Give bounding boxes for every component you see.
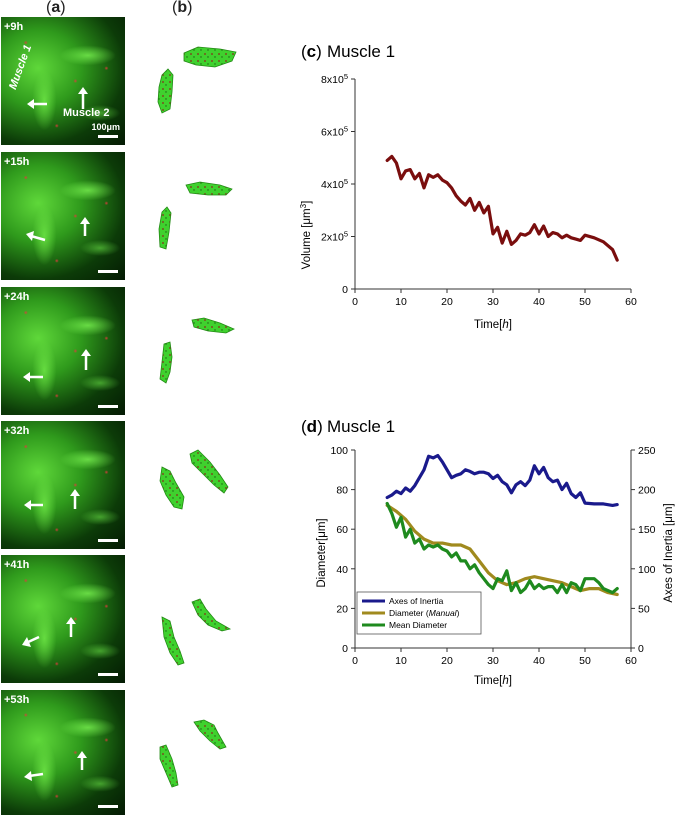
segmentation-24h <box>159 317 235 384</box>
x-tick-label: 20 <box>441 296 453 308</box>
chart-c-panel-letter: (c) <box>301 42 322 61</box>
chart-c-ylabel: Volume [μm3] <box>299 201 314 270</box>
legend-diameter-manual: Diameter (Manual) <box>389 608 460 618</box>
scale-bar <box>98 405 118 408</box>
y-tick-label: 6x105 <box>321 124 348 139</box>
micrograph-4: +32h <box>1 421 125 549</box>
scale-bar <box>98 539 118 542</box>
muscle-2-label: Muscle 2 <box>63 107 110 119</box>
x-tick-label: 40 <box>533 655 545 667</box>
x-tick-label: 0 <box>352 296 358 308</box>
time-label: +53h <box>4 694 30 706</box>
x-tick-label: 50 <box>579 296 591 308</box>
x-tick-label: 0 <box>352 655 358 667</box>
legend: Axes of Inertia Diameter (Manual) Mean D… <box>356 591 482 635</box>
micrograph-6: +53h <box>1 690 125 815</box>
y-tick-right-label: 0 <box>638 643 644 655</box>
time-label: +41h <box>4 559 30 571</box>
x-tick-label: 60 <box>625 655 637 667</box>
time-label: +32h <box>4 425 30 437</box>
arrows <box>23 349 91 382</box>
chart-d-ylabel-right: Axes of Inertia [μm] <box>663 503 675 602</box>
scale-bar <box>98 673 118 676</box>
x-tick-label: 30 <box>487 655 499 667</box>
micrograph-3: +24h <box>1 287 125 415</box>
segmentation-column <box>157 46 237 788</box>
y-tick-label: 100 <box>330 445 348 457</box>
chart-d-title: Muscle 1 <box>327 417 395 436</box>
x-tick-label: 20 <box>441 655 453 667</box>
y-tick-label: 60 <box>336 524 348 536</box>
arrows <box>22 617 76 647</box>
series-line-0 <box>385 453 619 507</box>
y-tick-label: 0 <box>342 284 348 296</box>
volume-chart: (c) Muscle 1 Volume [μm3] Time[h] 0 10 20 3… <box>299 42 637 331</box>
y-tick-label: 8x105 <box>321 72 348 87</box>
time-label: +15h <box>4 156 30 168</box>
scale-bar <box>98 135 118 138</box>
arrows <box>26 217 90 242</box>
legend-mean-diameter: Mean Diameter <box>389 620 447 630</box>
segmentation-53h <box>159 719 227 788</box>
series-line-2 <box>385 501 619 595</box>
y-tick-right-label: 150 <box>638 524 656 536</box>
scale-bar <box>98 270 118 273</box>
segmentation-41h <box>161 598 232 666</box>
y-tick-right-label: 200 <box>638 485 656 497</box>
micrograph-1: +9h Muscle 1 Muscle 2 100μm <box>1 17 125 145</box>
legend-axes-inertia: Axes of Inertia <box>389 596 444 606</box>
segmentation-9h <box>157 46 237 114</box>
y-tick-label: 2x105 <box>321 229 348 244</box>
y-tick-label: 20 <box>336 603 348 615</box>
y-tick-label: 0 <box>342 643 348 655</box>
chart-c-title: Muscle 1 <box>327 42 395 61</box>
y-tick-right-label: 100 <box>638 564 656 576</box>
panel-a-label: (a) <box>46 0 66 16</box>
y-tick-right-label: 250 <box>638 445 656 457</box>
x-tick-label: 40 <box>533 296 545 308</box>
x-tick-label: 60 <box>625 296 637 308</box>
y-tick-label: 4x105 <box>321 177 348 192</box>
scale-label: 100μm <box>91 122 120 132</box>
arrows <box>24 489 80 510</box>
arrows <box>24 751 87 781</box>
chart-c-xlabel: Time[h] <box>474 319 512 331</box>
x-tick-label: 10 <box>395 655 407 667</box>
chart-d-xlabel: Time[h] <box>474 675 512 687</box>
series-line-0 <box>385 154 619 262</box>
chart-d-ylabel: Diameter[μm] <box>316 518 328 587</box>
micrograph-5: +41h <box>1 555 125 683</box>
x-tick-label: 10 <box>395 296 407 308</box>
y-tick-label: 80 <box>336 485 348 497</box>
micrograph-2: +15h <box>1 152 125 280</box>
x-tick-label: 30 <box>487 296 499 308</box>
time-label: +24h <box>4 291 30 303</box>
y-tick-right-label: 50 <box>638 603 650 615</box>
arrows <box>27 87 88 109</box>
x-tick-label: 50 <box>579 655 591 667</box>
diameter-chart: (d) Muscle 1 Diameter[μm] Axes of Inerti… <box>301 417 675 687</box>
time-label: +9h <box>4 21 24 33</box>
y-tick-label: 40 <box>336 564 348 576</box>
segmentation-32h <box>159 449 229 510</box>
segmentation-15h <box>158 181 233 250</box>
panel-b-label: (b) <box>172 0 193 16</box>
scale-bar <box>98 805 118 808</box>
chart-d-panel-letter: (d) <box>301 417 323 436</box>
